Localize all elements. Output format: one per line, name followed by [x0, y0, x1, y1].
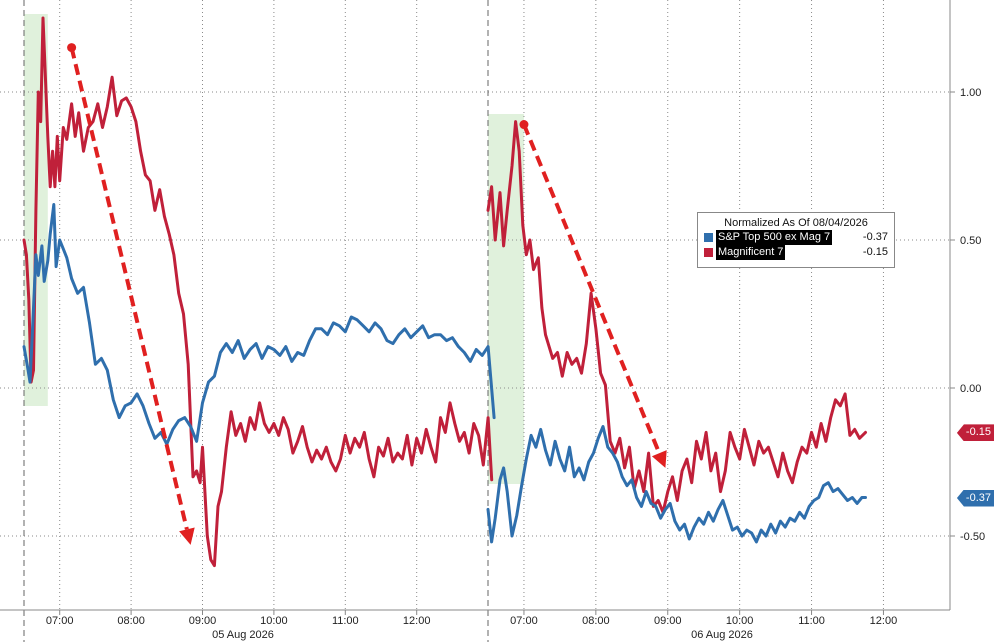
x-tick-label: 09:00: [189, 615, 217, 627]
x-tick-label: 12:00: [403, 615, 431, 627]
x-tick-label: 07:00: [510, 615, 538, 627]
legend: Normalized As Of 08/04/2026 S&P Top 500 …: [697, 212, 895, 268]
axes: [0, 0, 951, 611]
series-line-sp500-ex-mag7: [22, 203, 496, 446]
legend-title: Normalized As Of 08/04/2026: [724, 217, 868, 229]
y-tick-label: 0.00: [960, 383, 981, 395]
end-label-blue: -0.37: [956, 489, 994, 507]
legend-value: -0.15: [862, 246, 888, 258]
x-tick-labels: 07:00 08:00 09:00 10:00 11:00 12:00 07:00 08:00…: [46, 610, 897, 627]
date-label-day2: 06 Aug 2026: [691, 629, 753, 641]
x-tick-label: 08:00: [582, 615, 610, 627]
trend-arrow-shaft: [69, 47, 189, 530]
gridlines: [0, 0, 950, 642]
legend-label: Magnificent 7: [716, 245, 786, 260]
trend-arrow-shaft: [522, 123, 662, 454]
y-tick-label: 1.00: [960, 87, 981, 99]
series-line-sp500-ex-mag7: [486, 425, 867, 544]
trend-arrow-head: [651, 450, 667, 468]
x-tick-label: 11:00: [332, 615, 359, 627]
trend-arrows: [67, 43, 667, 545]
series-line-magnificent-7: [486, 120, 867, 514]
x-tick-label: 08:00: [117, 615, 145, 627]
legend-label: S&P Top 500 ex Mag 7: [716, 230, 833, 245]
x-tick-label: 10:00: [726, 615, 754, 627]
legend-swatch-blue: [704, 233, 713, 242]
date-label-day1: 05 Aug 2026: [212, 629, 274, 641]
x-tick-label: 12:00: [870, 615, 898, 627]
x-tick-label: 10:00: [260, 615, 288, 627]
x-tick-label: 09:00: [654, 615, 682, 627]
legend-swatch-red: [704, 248, 713, 257]
legend-value: -0.37: [862, 231, 888, 243]
end-label-red: -0.15: [956, 424, 994, 442]
legend-item-magnificent-7: Magnificent 7 -0.15: [704, 245, 888, 260]
trend-arrow-head: [179, 527, 195, 545]
highlight-band: [488, 114, 524, 484]
legend-item-sp500-ex-mag7: S&P Top 500 ex Mag 7 -0.37: [704, 230, 888, 245]
y-tick-label: 0.50: [960, 235, 981, 247]
y-tick-label: -0.50: [960, 531, 985, 543]
x-tick-label: 07:00: [46, 615, 74, 627]
series-lines: [22, 16, 867, 568]
x-tick-label: 11:00: [798, 615, 825, 627]
series-line-magnificent-7: [22, 16, 494, 568]
y-tick-labels: 1.00 0.50 0.00 -0.50: [950, 87, 985, 543]
